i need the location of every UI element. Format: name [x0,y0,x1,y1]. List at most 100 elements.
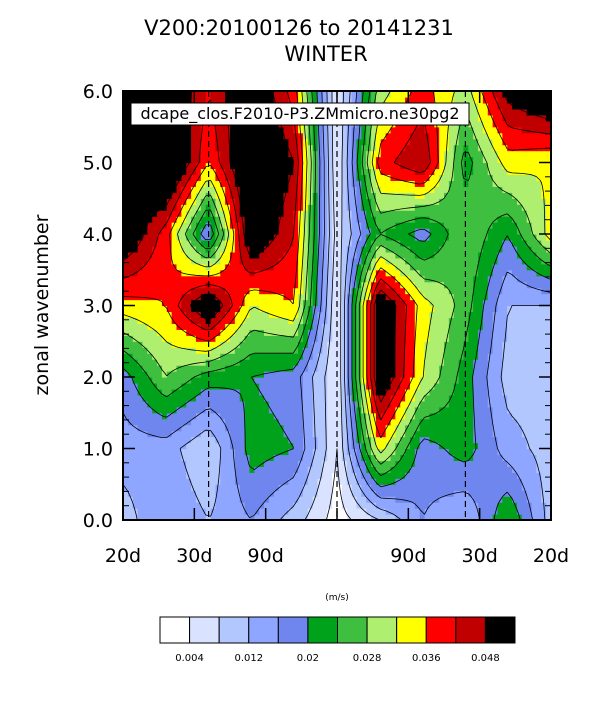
heatmap-cell [322,478,328,485]
heatmap-cell [414,239,421,247]
heatmap-cell [516,228,523,235]
heatmap-cell [249,394,255,402]
heatmap-cell [142,204,148,211]
heatmap-cell [536,317,542,324]
heatmap-cell [390,305,396,313]
heatmap-cell [531,287,538,295]
heatmap-cell [414,388,421,396]
heatmap-cell [152,394,158,402]
heatmap-cell [220,359,226,366]
heatmap-cell [298,311,304,319]
heatmap-cell [439,216,445,223]
heatmap-cell [132,514,139,521]
heatmap-cell [531,514,538,521]
heatmap-cell [390,454,396,462]
heatmap-cell [463,490,469,497]
heatmap-cell [137,377,144,384]
heatmap-cell [205,424,212,432]
heatmap-cell [361,204,367,211]
heatmap-cell [132,466,139,473]
heatmap-cell [482,317,489,324]
heatmap-cell [380,239,387,247]
heatmap-cell [487,365,494,372]
heatmap-cell [322,228,328,235]
heatmap-cell [171,478,178,485]
heatmap-cell [361,388,367,396]
heatmap-cell [181,192,187,199]
heatmap-cell [205,317,212,324]
heatmap-cell [512,496,518,503]
heatmap-cell [502,281,508,289]
heatmap-cell [268,359,275,366]
heatmap-cell [478,400,484,408]
heatmap-cell [293,263,299,271]
heatmap-cell [390,353,396,360]
heatmap-cell [424,424,431,432]
heatmap-cell [181,371,187,378]
heatmap-cell [157,281,163,289]
heatmap-cell [157,257,163,265]
heatmap-cell [254,198,260,205]
heatmap-cell [414,329,421,336]
heatmap-cell [268,382,275,390]
heatmap-cell [390,269,396,277]
heatmap-cell [181,353,187,360]
heatmap-cell [137,239,144,247]
heatmap-cell [424,281,431,289]
heatmap-cell [123,239,129,247]
heatmap-cell [298,472,304,479]
heatmap-cell [405,269,411,277]
heatmap-cell [332,454,338,462]
heatmap-cell [127,281,134,289]
heatmap-cell [264,508,270,515]
heatmap-cell [293,341,299,348]
heatmap-cell [419,514,426,521]
heatmap-cell [176,508,182,515]
heatmap-cell [302,460,309,467]
heatmap-cell [161,460,168,467]
heatmap-cell [215,388,221,396]
heatmap-cell [322,257,328,265]
heatmap-cell [302,323,309,330]
heatmap-cell [546,198,552,205]
heatmap-cell [283,460,289,467]
heatmap-cell [317,251,324,259]
heatmap-cell [268,377,275,384]
heatmap-cell [405,192,411,199]
heatmap-cell [244,508,251,515]
heatmap-cell [123,198,129,205]
heatmap-cell [546,210,552,217]
heatmap-cell [375,257,382,265]
heatmap-cell [395,490,401,497]
heatmap-cell [371,305,377,313]
heatmap-cell [473,388,479,396]
heatmap-cell [161,359,168,366]
heatmap-cell [195,394,202,402]
heatmap-cell [439,204,445,211]
heatmap-cell [361,186,367,193]
heatmap-cell [283,234,289,241]
heatmap-cell [200,323,207,330]
heatmap-cell [157,192,163,199]
heatmap-cell [161,305,168,313]
heatmap-cell [444,371,450,378]
heatmap-cell [127,311,134,319]
heatmap-cell [482,341,489,348]
heatmap-cell [166,514,173,521]
heatmap-cell [337,222,343,229]
heatmap-cell [458,430,465,438]
heatmap-cell [419,436,426,444]
heatmap-cell [429,341,435,348]
heatmap-cell [195,216,202,223]
heatmap-cell [463,269,469,277]
heatmap-cell [366,192,372,199]
heatmap-cell [259,448,265,456]
heatmap-cell [497,341,503,348]
heatmap-cell [278,311,285,319]
heatmap-cell [152,484,158,491]
heatmap-cell [531,347,538,354]
heatmap-cell [385,371,392,378]
heatmap-cell [225,412,231,420]
heatmap-cell [147,234,153,241]
heatmap-cell [478,359,484,366]
